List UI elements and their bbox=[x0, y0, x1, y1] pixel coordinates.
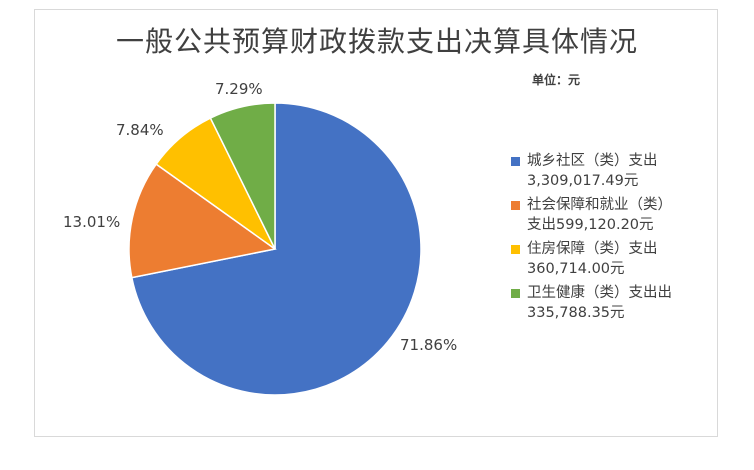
pie-slice-1 bbox=[128, 163, 277, 279]
legend-label-line1: 社会保障和就业（类） bbox=[527, 197, 672, 213]
legend-label-line2: 3,309,017.49元 bbox=[527, 173, 639, 189]
chart-title: 一般公共预算财政拨款支出决算具体情况 bbox=[115, 25, 638, 58]
legend-text: 卫生健康（类）支出出 335,788.35元 bbox=[527, 283, 672, 323]
legend-swatch-2 bbox=[511, 245, 520, 254]
legend-text: 城乡社区（类）支出 3,309,017.49元 bbox=[527, 151, 658, 191]
legend-item: 住房保障（类）支出 360,714.00元 bbox=[511, 239, 716, 279]
legend-text: 社会保障和就业（类） 支出599,120.20元 bbox=[527, 195, 672, 235]
legend-item: 城乡社区（类）支出 3,309,017.49元 bbox=[511, 151, 716, 191]
legend-item: 卫生健康（类）支出出 335,788.35元 bbox=[511, 283, 716, 323]
legend-swatch-0 bbox=[511, 157, 520, 166]
chart-legend: 城乡社区（类）支出 3,309,017.49元 社会保障和就业（类） 支出599… bbox=[511, 151, 716, 327]
legend-swatch-1 bbox=[511, 201, 520, 210]
legend-label-line1: 城乡社区（类）支出 bbox=[527, 153, 658, 169]
legend-text: 住房保障（类）支出 360,714.00元 bbox=[527, 239, 658, 279]
pie-slice-0 bbox=[130, 102, 422, 396]
legend-label-line2: 360,714.00元 bbox=[527, 261, 625, 277]
pie-slice-3 bbox=[209, 102, 276, 250]
legend-label-line2: 335,788.35元 bbox=[527, 305, 625, 321]
legend-item: 社会保障和就业（类） 支出599,120.20元 bbox=[511, 195, 716, 235]
slice-pct-label-2: 7.84% bbox=[116, 121, 164, 139]
slice-pct-label-1: 13.01% bbox=[63, 213, 121, 231]
legend-swatch-3 bbox=[511, 289, 520, 298]
slice-pct-label-0: 71.86% bbox=[400, 336, 458, 354]
unit-label: 单位：元 bbox=[532, 73, 581, 87]
legend-label-line1: 住房保障（类）支出 bbox=[527, 241, 658, 257]
slice-pct-label-3: 7.29% bbox=[215, 80, 263, 98]
legend-label-line1: 卫生健康（类）支出出 bbox=[527, 285, 672, 301]
legend-label-line2: 支出599,120.20元 bbox=[527, 217, 654, 233]
